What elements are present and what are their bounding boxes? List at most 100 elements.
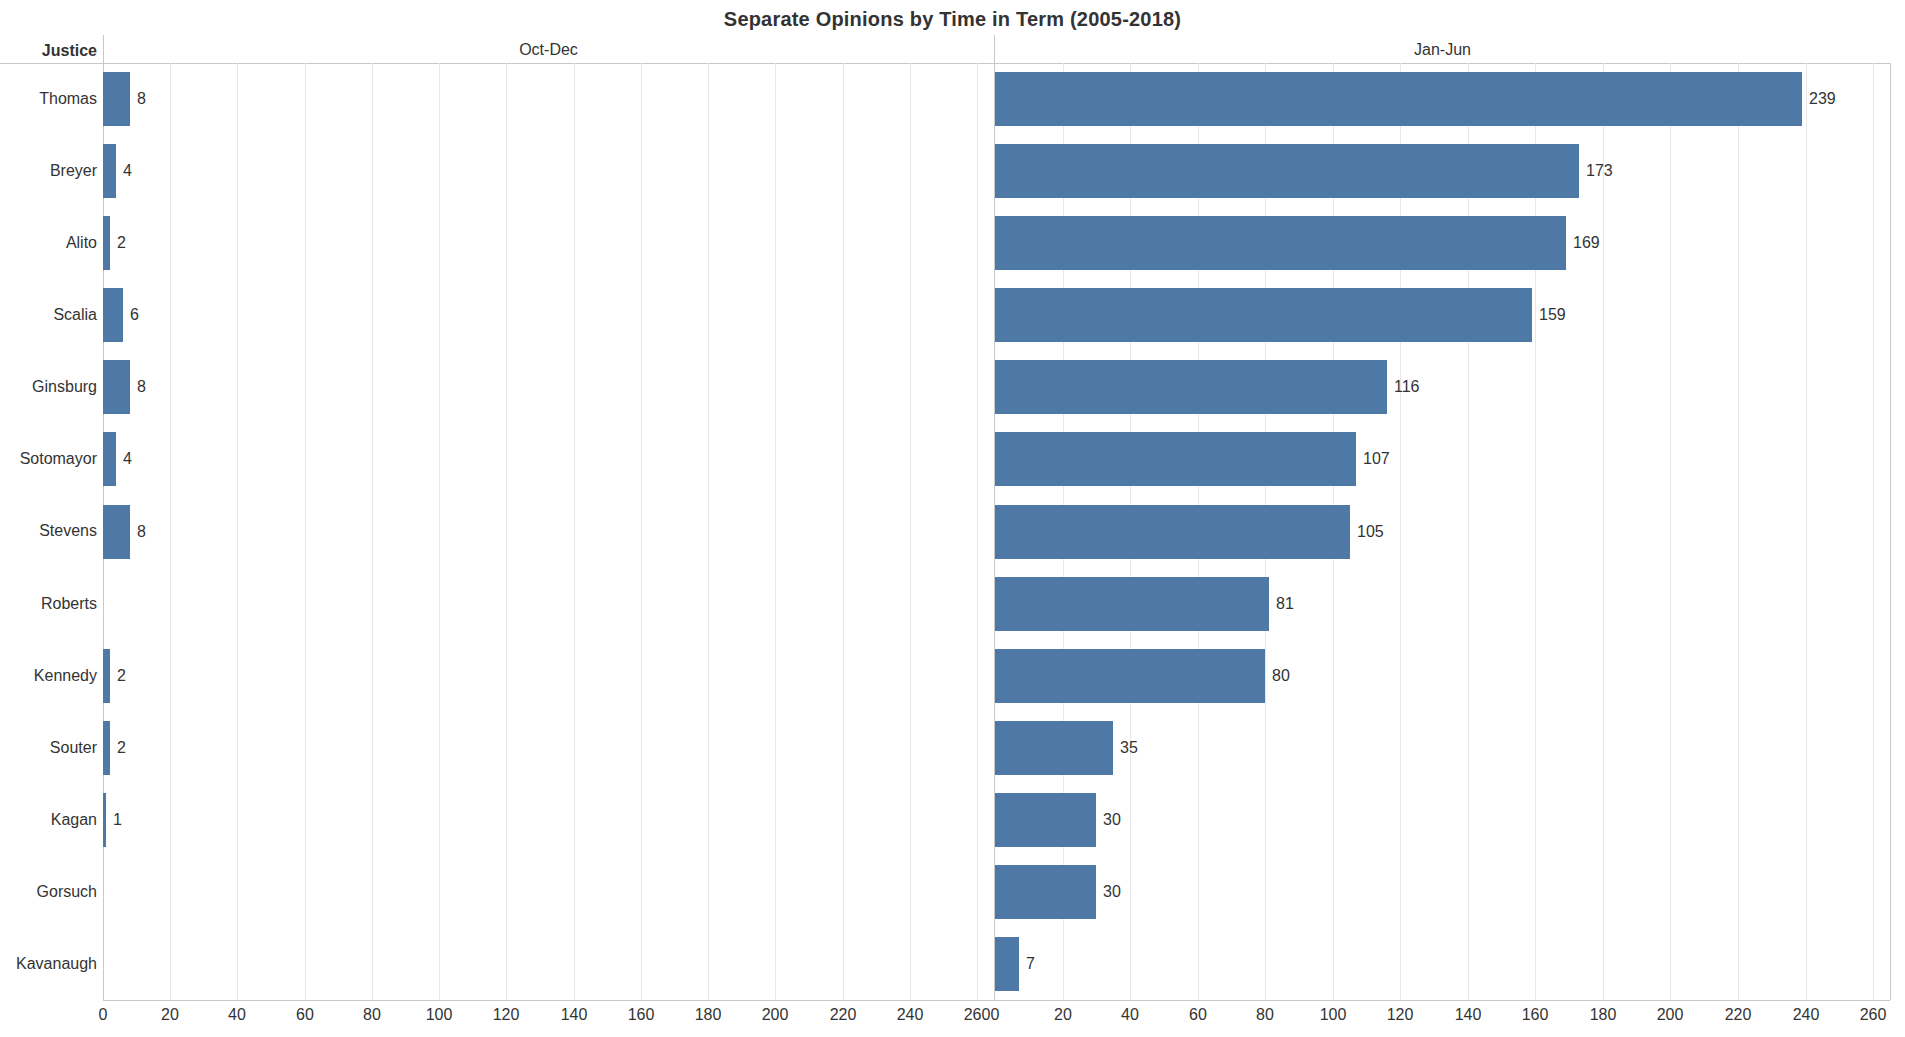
- bar-oct-dec-kennedy[interactable]: [103, 649, 110, 703]
- bar-oct-dec-sotomayor[interactable]: [103, 432, 116, 486]
- x-tick-label: 240: [897, 1006, 924, 1024]
- bar-oct-dec-kagan[interactable]: [103, 793, 106, 847]
- justice-label-kagan: Kagan: [0, 784, 97, 856]
- x-tick-label: 200: [762, 1006, 789, 1024]
- x-tick-label: 100: [1320, 1006, 1347, 1024]
- gridline: [1806, 63, 1807, 1000]
- bar-value-label-jan-jun-ginsburg: 116: [1394, 360, 1420, 414]
- bar-value-label-jan-jun-gorsuch: 30: [1103, 865, 1121, 919]
- x-tick-label: 160: [1522, 1006, 1549, 1024]
- justice-label-kennedy: Kennedy: [0, 640, 97, 712]
- x-tick-label: 200: [1657, 1006, 1684, 1024]
- bar-oct-dec-thomas[interactable]: [103, 72, 130, 126]
- x-tick-label: 220: [830, 1006, 857, 1024]
- bar-value-label-oct-dec-stevens: 8: [137, 505, 146, 559]
- bar-oct-dec-souter[interactable]: [103, 721, 110, 775]
- x-tick-label: 120: [493, 1006, 520, 1024]
- gridline: [843, 63, 844, 1000]
- panel-header-jan-jun: Jan-Jun: [995, 41, 1890, 61]
- gridline: [775, 63, 776, 1000]
- gridline: [1603, 63, 1604, 1000]
- bar-value-label-jan-jun-kavanaugh: 7: [1026, 937, 1035, 991]
- bar-value-label-jan-jun-scalia: 159: [1539, 288, 1566, 342]
- panel-oct-dec: 8426848221: [103, 63, 994, 1000]
- chart-title: Separate Opinions by Time in Term (2005-…: [0, 8, 1905, 31]
- justice-label-scalia: Scalia: [0, 279, 97, 351]
- gridline: [708, 63, 709, 1000]
- bar-value-label-jan-jun-sotomayor: 107: [1363, 432, 1390, 486]
- bar-jan-jun-scalia[interactable]: [995, 288, 1532, 342]
- bar-jan-jun-sotomayor[interactable]: [995, 432, 1356, 486]
- x-tick-label: 180: [695, 1006, 722, 1024]
- justice-label-kavanaugh: Kavanaugh: [0, 928, 97, 1000]
- x-tick-label: 20: [161, 1006, 179, 1024]
- bar-jan-jun-thomas[interactable]: [995, 72, 1802, 126]
- bar-value-label-oct-dec-kennedy: 2: [117, 649, 126, 703]
- bar-jan-jun-stevens[interactable]: [995, 505, 1350, 559]
- justice-label-roberts: Roberts: [0, 568, 97, 640]
- x-tick-label: 20: [1054, 1006, 1072, 1024]
- justice-label-stevens: Stevens: [0, 495, 97, 567]
- x-tick-label: 240: [1793, 1006, 1820, 1024]
- x-tick-label: 140: [1455, 1006, 1482, 1024]
- x-tick-label: 220: [1725, 1006, 1752, 1024]
- bar-jan-jun-gorsuch[interactable]: [995, 865, 1096, 919]
- x-tick-label: 80: [363, 1006, 381, 1024]
- x-tick-label: 60: [1189, 1006, 1207, 1024]
- gridline: [641, 63, 642, 1000]
- chart-root: Separate Opinions by Time in Term (2005-…: [0, 0, 1905, 1037]
- x-tick-label: 40: [1121, 1006, 1139, 1024]
- gridline: [1535, 63, 1536, 1000]
- bar-oct-dec-breyer[interactable]: [103, 144, 116, 198]
- justice-label-gorsuch: Gorsuch: [0, 856, 97, 928]
- gridline: [439, 63, 440, 1000]
- justice-label-thomas: Thomas: [0, 63, 97, 135]
- bar-jan-jun-kennedy[interactable]: [995, 649, 1265, 703]
- bar-value-label-oct-dec-sotomayor: 4: [123, 432, 132, 486]
- bar-value-label-oct-dec-breyer: 4: [123, 144, 132, 198]
- gridline: [237, 63, 238, 1000]
- bar-value-label-oct-dec-souter: 2: [117, 721, 126, 775]
- x-tick-label: 0: [99, 1006, 108, 1024]
- justice-label-souter: Souter: [0, 712, 97, 784]
- gridline: [1468, 63, 1469, 1000]
- justice-label-ginsburg: Ginsburg: [0, 351, 97, 423]
- bar-value-label-jan-jun-stevens: 105: [1357, 505, 1384, 559]
- gridline: [977, 63, 978, 1000]
- x-tick-label: 120: [1387, 1006, 1414, 1024]
- x-tick-label: 260: [964, 1006, 991, 1024]
- bar-value-label-jan-jun-alito: 169: [1573, 216, 1600, 270]
- x-tick-label: 80: [1256, 1006, 1274, 1024]
- x-tick-label: 40: [228, 1006, 246, 1024]
- bar-value-label-jan-jun-kennedy: 80: [1272, 649, 1290, 703]
- bar-value-label-jan-jun-souter: 35: [1120, 721, 1138, 775]
- bar-value-label-jan-jun-breyer: 173: [1586, 144, 1613, 198]
- gridline: [1738, 63, 1739, 1000]
- gridline: [1873, 63, 1874, 1000]
- gridline: [506, 63, 507, 1000]
- bar-jan-jun-roberts[interactable]: [995, 577, 1269, 631]
- bar-value-label-oct-dec-ginsburg: 8: [137, 360, 146, 414]
- row-header-justice: Justice: [0, 42, 97, 60]
- bar-jan-jun-kagan[interactable]: [995, 793, 1096, 847]
- bar-value-label-oct-dec-kagan: 1: [113, 793, 122, 847]
- bar-value-label-jan-jun-thomas: 239: [1809, 72, 1836, 126]
- bar-value-label-jan-jun-roberts: 81: [1276, 577, 1294, 631]
- bar-jan-jun-breyer[interactable]: [995, 144, 1579, 198]
- panel-header-oct-dec: Oct-Dec: [103, 41, 994, 61]
- x-tick-label: 160: [628, 1006, 655, 1024]
- gridline: [372, 63, 373, 1000]
- bar-value-label-oct-dec-scalia: 6: [130, 288, 139, 342]
- bar-oct-dec-stevens[interactable]: [103, 505, 130, 559]
- gridline: [910, 63, 911, 1000]
- bar-value-label-jan-jun-kagan: 30: [1103, 793, 1121, 847]
- bar-jan-jun-alito[interactable]: [995, 216, 1566, 270]
- bar-oct-dec-ginsburg[interactable]: [103, 360, 130, 414]
- bar-jan-jun-souter[interactable]: [995, 721, 1113, 775]
- bar-oct-dec-scalia[interactable]: [103, 288, 123, 342]
- bar-jan-jun-ginsburg[interactable]: [995, 360, 1387, 414]
- gridline: [1400, 63, 1401, 1000]
- x-tick-label: 140: [561, 1006, 588, 1024]
- bar-oct-dec-alito[interactable]: [103, 216, 110, 270]
- bar-jan-jun-kavanaugh[interactable]: [995, 937, 1019, 991]
